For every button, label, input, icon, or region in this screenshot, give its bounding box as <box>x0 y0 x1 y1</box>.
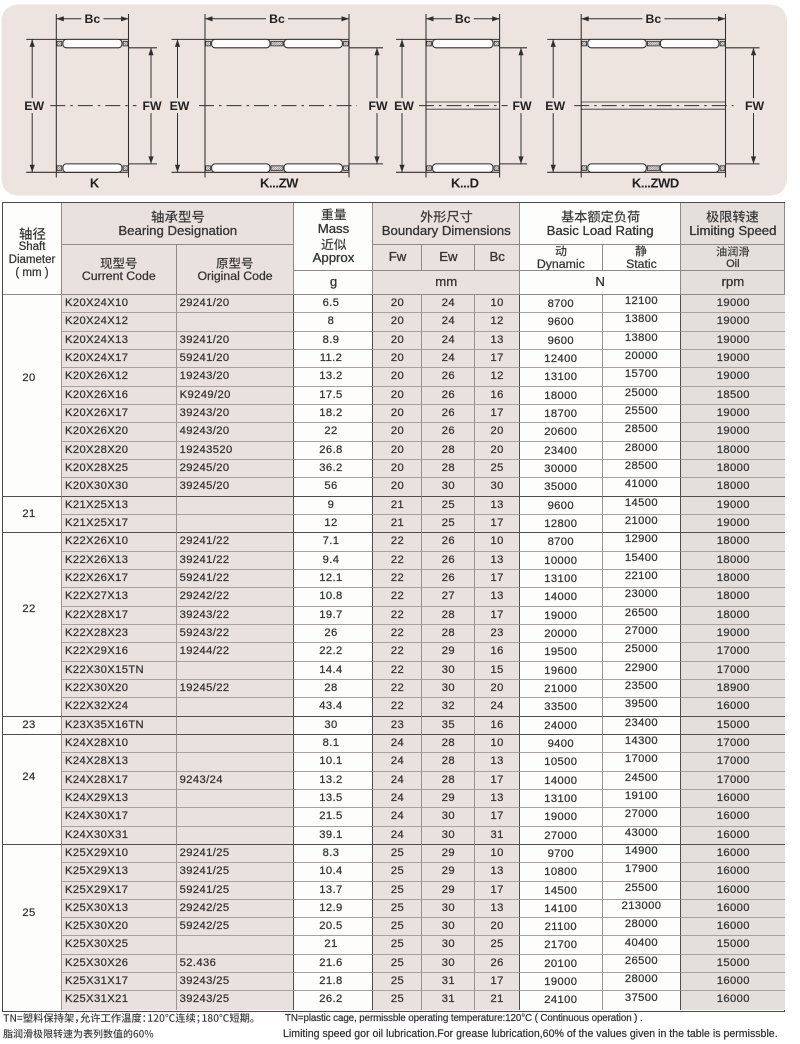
svg-text:K...ZWD: K...ZWD <box>632 175 679 190</box>
svg-text:FW: FW <box>745 99 765 113</box>
svg-text:FW: FW <box>142 99 162 113</box>
svg-text:EW: EW <box>394 99 414 113</box>
svg-text:Bc: Bc <box>269 12 285 26</box>
svg-text:FW: FW <box>512 99 532 113</box>
svg-text:Bc: Bc <box>85 12 101 26</box>
svg-text:FW: FW <box>368 99 388 113</box>
svg-text:EW: EW <box>170 99 190 113</box>
svg-text:Bc: Bc <box>646 12 662 26</box>
svg-text:K...ZW: K...ZW <box>260 175 299 190</box>
svg-text:K...D: K...D <box>451 175 479 190</box>
svg-text:K: K <box>90 175 100 190</box>
svg-text:EW: EW <box>545 99 565 113</box>
svg-text:Bc: Bc <box>455 12 471 26</box>
svg-text:EW: EW <box>24 99 44 113</box>
